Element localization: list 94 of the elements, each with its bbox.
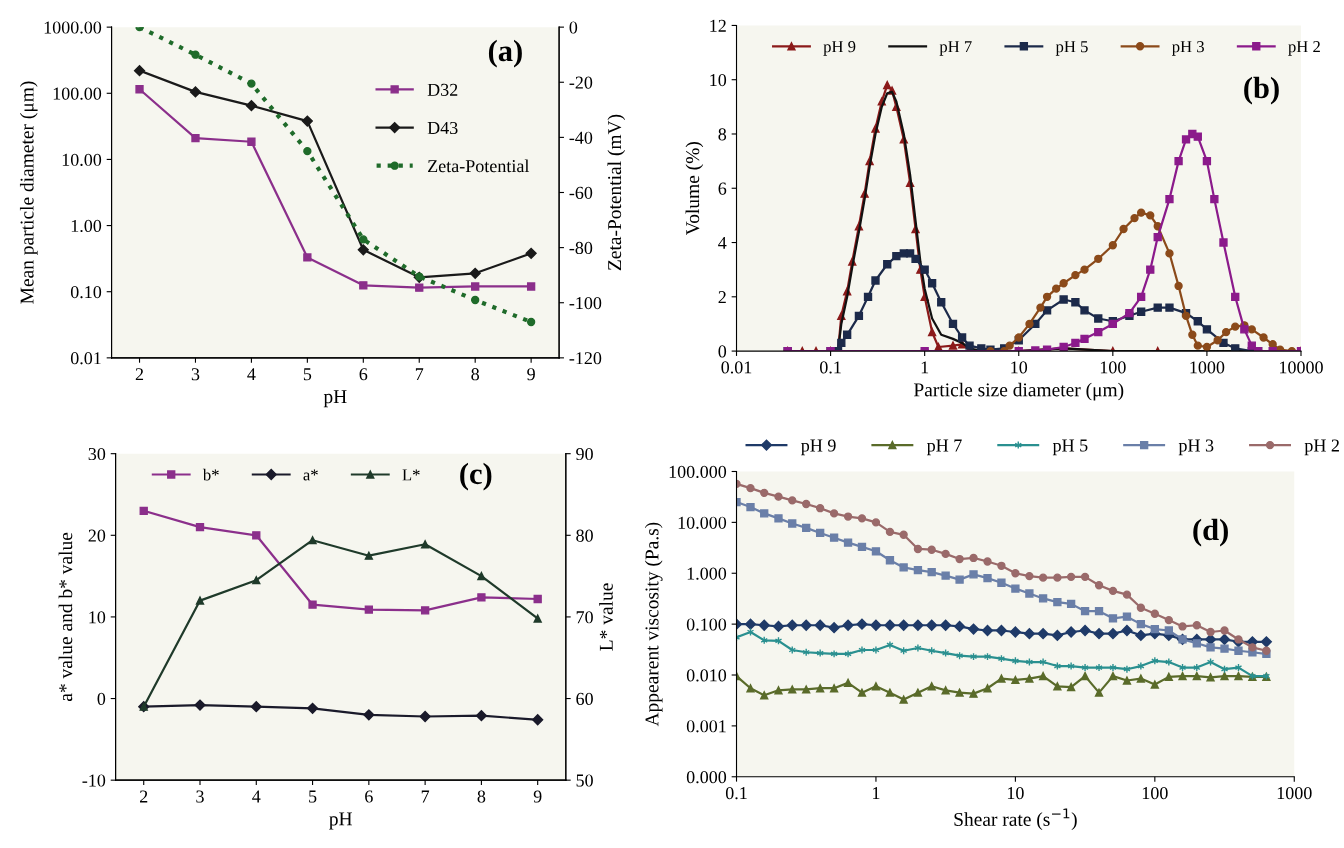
y-tick-label: 0 <box>718 345 727 358</box>
y-tick-label: 10 <box>89 611 106 624</box>
legend-label: pH 2 <box>1304 439 1339 456</box>
x-tick-label: 9 <box>533 790 542 803</box>
legend-label: Zeta-Potential <box>428 159 530 173</box>
y-tick-label: 0.001 <box>686 720 726 733</box>
y2-tick-label: -100 <box>569 296 602 310</box>
y2-axis-title: Zeta-Potential (mV) <box>607 114 626 271</box>
x-tick-label: 8 <box>471 368 480 381</box>
legend-label: pH 5 <box>1052 439 1088 456</box>
legend-label: pH 3 <box>1172 41 1204 56</box>
x-tick-label: 5 <box>303 368 312 381</box>
y2-tick-label: 60 <box>576 692 593 705</box>
legend-label: pH 9 <box>801 439 836 456</box>
x-tick-label: 1 <box>873 787 880 800</box>
legend-label: D43 <box>427 121 458 135</box>
x-tick-label: 9 <box>527 368 535 381</box>
x-tick-label: 1000 <box>1277 787 1312 800</box>
y-tick-label: 10 <box>710 73 727 87</box>
y2-tick-label: 80 <box>576 529 593 542</box>
y-tick-label: 0.000 <box>686 771 727 784</box>
y-tick-label: 1000.00 <box>44 21 102 34</box>
y2-axis-title: L* value <box>599 583 613 651</box>
y-axis-title: Volume (%) <box>685 142 704 236</box>
x-tick-label: 7 <box>421 790 430 803</box>
x-axis-title: pH <box>329 812 353 830</box>
x-axis-title: Shear rate (s$^{−1}$) <box>954 808 1077 830</box>
x-axis-title: Particle size diameter (μm) <box>913 382 1124 401</box>
x-tick-label: 10000 <box>1280 361 1323 374</box>
legend-label: D32 <box>427 83 458 96</box>
x-tick-label: 4 <box>252 790 261 803</box>
y-tick-label: 0.01 <box>70 352 101 365</box>
y-tick-label: 30 <box>88 447 106 461</box>
y-tick-label: 0.010 <box>686 669 727 682</box>
x-tick-label: 4 <box>247 368 256 381</box>
y-tick-label: 10.00 <box>62 153 102 166</box>
y-tick-label: 100.000 <box>669 465 727 479</box>
y2-tick-label: 70 <box>576 611 593 624</box>
legend-label: pH 9 <box>823 41 856 56</box>
x-axis-title: pH <box>323 390 347 408</box>
x-tick-label: 3 <box>191 368 200 381</box>
y-tick-label: 1.00 <box>71 219 102 233</box>
x-tick-label: 10 <box>1011 361 1028 374</box>
y-tick-label: 8 <box>718 128 727 141</box>
y-tick-label: 10.000 <box>678 516 727 529</box>
annotation: (c) <box>460 462 492 491</box>
y2-tick-label: -80 <box>569 241 593 255</box>
y-tick-label: 100.00 <box>53 87 102 100</box>
annotation: (d) <box>1193 518 1228 547</box>
x-tick-label: 100 <box>1142 787 1168 800</box>
y-tick-label: 0 <box>97 692 106 705</box>
x-tick-label: 6 <box>359 368 368 381</box>
x-tick-label: 1000 <box>1190 361 1225 374</box>
y2-tick-label: -60 <box>569 186 593 199</box>
x-tick-label: 0.1 <box>725 787 747 800</box>
x-tick-label: 7 <box>415 368 424 381</box>
legend-label: pH 2 <box>1288 41 1320 56</box>
legend-label: pH 7 <box>939 41 972 56</box>
y-tick-label: 0.10 <box>70 285 102 299</box>
y2-tick-label: -40 <box>569 131 593 144</box>
legend-label: pH 3 <box>1178 439 1214 456</box>
x-tick-label: 100 <box>1100 361 1126 374</box>
y-tick-label: -10 <box>82 774 106 787</box>
y-tick-label: 12 <box>710 19 726 32</box>
y-tick-label: 0.100 <box>686 618 727 631</box>
y-tick-label: 20 <box>88 529 106 542</box>
legend-label: a* <box>303 469 318 481</box>
x-tick-label: 5 <box>309 790 317 803</box>
legend-label: pH 5 <box>1055 41 1088 56</box>
y2-tick-label: 90 <box>576 447 593 461</box>
x-tick-label: 6 <box>365 790 373 803</box>
legend-label: pH 7 <box>926 439 962 456</box>
annotation: (a) <box>488 39 522 68</box>
y2-tick-label: -20 <box>569 76 593 89</box>
x-tick-label: 3 <box>196 790 204 803</box>
x-tick-label: 2 <box>140 790 148 803</box>
legend-label: b* <box>202 468 219 481</box>
y-tick-label: 6 <box>718 182 727 195</box>
y2-tick-label: 50 <box>576 774 593 787</box>
x-tick-label: 10 <box>1007 787 1024 800</box>
legend-label: L* <box>402 469 420 481</box>
x-tick-label: 2 <box>135 368 144 381</box>
x-tick-label: 8 <box>477 790 486 803</box>
y-tick-label: 4 <box>718 236 727 249</box>
y-axis-title: a* value and b* value <box>58 532 73 702</box>
y-axis-title: Appearent viscosity (Pa.s) <box>644 522 663 727</box>
y2-tick-label: 0 <box>569 21 578 34</box>
annotation: (b) <box>1244 76 1279 105</box>
y2-tick-label: -120 <box>569 352 602 365</box>
y-tick-label: 2 <box>718 291 726 304</box>
x-tick-label: 1 <box>921 361 929 374</box>
x-tick-label: 0.1 <box>820 361 841 374</box>
y-tick-label: 1.000 <box>687 567 727 580</box>
y-axis-title: Mean particle diameter (μm) <box>19 81 38 304</box>
